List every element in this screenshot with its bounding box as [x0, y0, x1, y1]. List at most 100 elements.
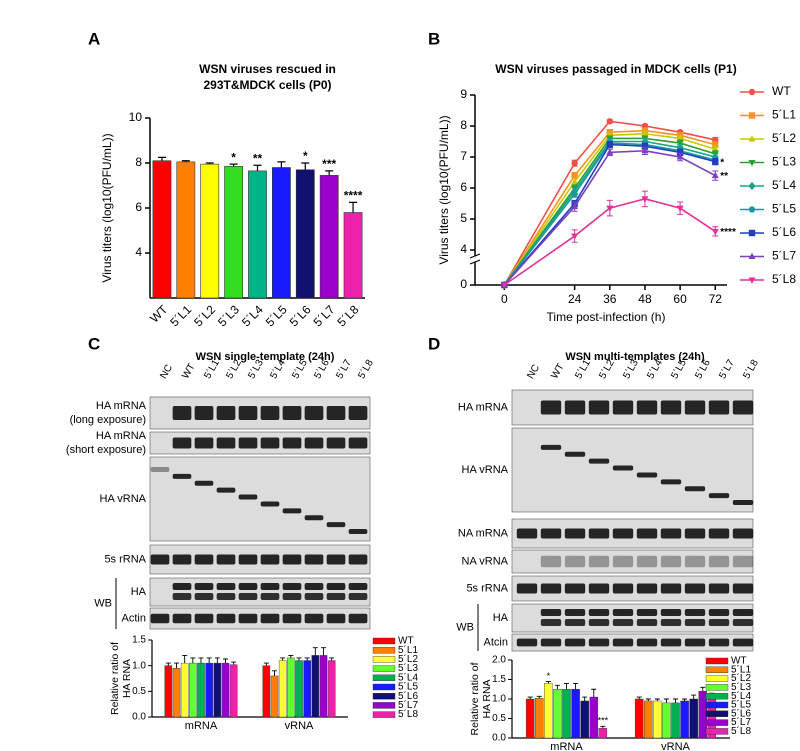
- marker: [748, 159, 756, 167]
- marker: [748, 135, 756, 142]
- blot-band: [564, 528, 586, 539]
- legend-label: 5´L3: [398, 662, 418, 674]
- error-bar: [673, 698, 678, 703]
- y-tick-label: 5: [460, 211, 467, 225]
- legend-label: 5´L6: [731, 707, 751, 719]
- blot-band: [708, 609, 730, 616]
- blot-band: [348, 593, 368, 600]
- x-tick-label: 60: [673, 292, 687, 306]
- y-tick-label: 1.5: [132, 635, 146, 646]
- error-bar: [165, 662, 171, 666]
- y-axis-label: HA RNA: [121, 659, 133, 698]
- significance: ****: [344, 189, 363, 203]
- bar: [571, 689, 580, 739]
- lane-label: NC: [158, 363, 175, 381]
- bar: [327, 660, 336, 718]
- blot-band: [564, 555, 586, 568]
- blot-band: [708, 555, 730, 568]
- x-tick-label: 5´L1: [167, 302, 194, 329]
- blot-band: [172, 437, 192, 449]
- error-bar: [190, 657, 196, 664]
- legend-label: WT: [772, 84, 791, 98]
- bar: [221, 662, 230, 718]
- legend-swatch: [705, 728, 729, 735]
- row-label: (short exposure): [66, 444, 146, 456]
- marker: [641, 196, 649, 203]
- error-bar: [205, 162, 214, 165]
- legend-swatch: [372, 665, 396, 672]
- y-tick-label: 1.5: [492, 674, 506, 685]
- significance: *: [720, 157, 724, 168]
- blot-band: [260, 593, 280, 600]
- blot-band: [540, 619, 562, 626]
- blot-band: [348, 437, 368, 449]
- y-tick-label: 0.5: [492, 713, 506, 724]
- blot-band: [612, 555, 634, 568]
- blot-band: [564, 400, 586, 415]
- x-tick-label: mRNA: [550, 741, 583, 751]
- legend-swatch: [372, 637, 396, 645]
- x-tick-label: vRNA: [285, 720, 314, 732]
- blot-band: [564, 609, 586, 616]
- y-tick-label: 4: [460, 242, 467, 256]
- blot-band: [660, 583, 682, 594]
- y-tick-label: 4: [135, 245, 142, 259]
- legend-swatch: [372, 702, 396, 709]
- legend-label: 5´L5: [772, 202, 796, 216]
- legend-label: WT: [731, 656, 747, 667]
- blot-band: [564, 638, 586, 647]
- error-bar: [636, 696, 642, 699]
- error-bar: [321, 647, 326, 656]
- blot-band: [588, 619, 610, 626]
- bar: [553, 689, 562, 739]
- y-tick-label: 0.0: [492, 733, 506, 744]
- blot-band: [660, 609, 682, 616]
- blot-background: [511, 603, 754, 633]
- blot-band: [326, 593, 346, 600]
- blot-band: [282, 583, 302, 590]
- significance: *: [547, 671, 551, 681]
- blot-band: [216, 487, 236, 493]
- legend-swatch: [705, 710, 729, 717]
- wb-label: WB: [456, 621, 474, 633]
- blot-band: [150, 467, 170, 472]
- bar: [653, 700, 662, 739]
- series-line: [503, 120, 716, 286]
- blot-band: [172, 554, 192, 565]
- blot-band: [516, 583, 538, 594]
- x-tick-label: 5´L2: [191, 302, 218, 329]
- blot-band: [194, 583, 214, 590]
- error-bar: [181, 160, 190, 162]
- marker: [712, 141, 719, 148]
- series-line: [503, 137, 716, 286]
- y-tick-label: 1.0: [132, 660, 146, 671]
- error-bar: [214, 657, 220, 664]
- legend-swatch: [372, 683, 396, 691]
- error-bar: [325, 170, 334, 176]
- legend-label: 5´L3: [731, 681, 751, 693]
- blot-band: [194, 406, 214, 420]
- blot-band: [660, 479, 682, 485]
- blot-band: [708, 619, 730, 626]
- blot-band: [282, 437, 302, 449]
- blot-band: [216, 583, 236, 590]
- blot-band: [238, 613, 258, 624]
- bar: [272, 167, 291, 299]
- legend-label: 5´L8: [398, 708, 418, 720]
- blot-band: [564, 619, 586, 626]
- blot-band: [172, 406, 192, 420]
- row-label: HA mRNA: [96, 430, 147, 442]
- blot-band: [282, 406, 302, 420]
- bar: [544, 683, 553, 739]
- error-bar: [600, 725, 606, 729]
- series-line: [503, 140, 716, 286]
- marker: [748, 181, 756, 191]
- error-bar: [545, 681, 551, 684]
- blot-band: [732, 609, 754, 616]
- bar: [598, 728, 608, 739]
- blot-band: [540, 528, 562, 539]
- blot-band: [636, 638, 658, 647]
- legend-swatch: [705, 675, 729, 682]
- bar: [295, 169, 315, 299]
